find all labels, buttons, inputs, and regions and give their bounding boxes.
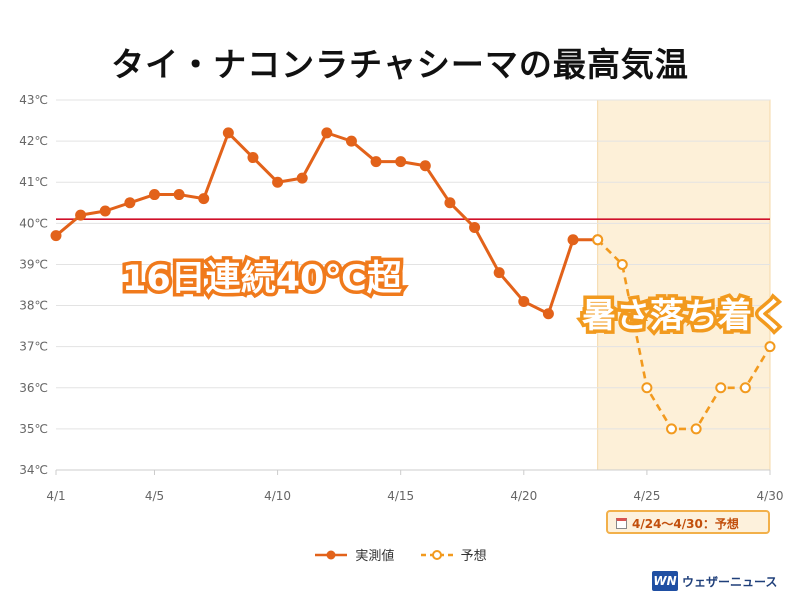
legend-marker-forecast: [420, 549, 453, 560]
legend-item-actual: 実測値: [313, 545, 394, 564]
logo-mark: WN: [652, 571, 678, 591]
data-point-actual: [444, 197, 456, 209]
legend-item-forecast: 予想: [419, 545, 487, 564]
data-point-actual: [419, 160, 431, 172]
y-tick-label: 37℃: [19, 340, 48, 354]
x-tick-label: 4/15: [387, 489, 414, 503]
x-tick-label: 4/1: [46, 489, 65, 503]
data-point-forecast: [690, 423, 702, 435]
data-point-actual: [222, 127, 234, 139]
forecast-period-badge: 4/24〜4/30：予想: [606, 510, 770, 534]
legend-marker-actual: [315, 550, 348, 559]
data-point-actual: [198, 193, 210, 205]
data-point-actual: [493, 267, 505, 279]
x-tick-label: 4/20: [510, 489, 537, 503]
data-point-forecast: [641, 382, 653, 394]
data-point-actual: [567, 234, 579, 246]
x-tick-label: 4/25: [633, 489, 660, 503]
y-tick-label: 39℃: [19, 257, 48, 271]
y-tick-label: 38℃: [19, 299, 48, 313]
y-tick-label: 43℃: [19, 93, 48, 107]
data-point-actual: [272, 176, 284, 188]
data-point-actual: [542, 308, 554, 320]
data-point-actual: [395, 156, 407, 168]
x-tick-label: 4/5: [145, 489, 164, 503]
y-tick-label: 36℃: [19, 381, 48, 395]
data-point-actual: [50, 230, 62, 242]
data-point-actual: [296, 172, 308, 184]
x-tick-label: 4/30: [757, 489, 784, 503]
data-point-actual: [518, 295, 530, 307]
data-point-actual: [124, 197, 136, 209]
legend-label-actual: 実測値: [355, 549, 395, 564]
logo-text: ウェザーニュース: [682, 574, 778, 589]
x-tick-label: 4/10: [264, 489, 291, 503]
data-point-actual: [75, 209, 87, 221]
data-point-forecast: [739, 382, 751, 394]
data-point-actual: [345, 135, 357, 147]
weathernews-logo: WN ウェザーニュース: [652, 568, 792, 594]
data-point-forecast: [616, 258, 628, 270]
data-point-actual: [247, 152, 259, 164]
data-point-actual: [321, 127, 333, 139]
data-point-forecast: [592, 234, 604, 246]
data-point-actual: [370, 156, 382, 168]
data-point-actual: [469, 221, 481, 233]
annotation-consecutive-days: 16日連続40℃超: [119, 256, 406, 303]
legend: 実測値 予想: [0, 545, 800, 565]
y-tick-label: 42℃: [19, 134, 48, 148]
data-point-forecast: [666, 423, 678, 435]
y-tick-label: 41℃: [19, 175, 48, 189]
data-point-actual: [148, 189, 160, 201]
legend-label-forecast: 予想: [460, 549, 487, 564]
chart-title: タイ・ナコンラチャシーマの最高気温: [111, 45, 689, 84]
data-point-actual: [173, 189, 185, 201]
data-point-forecast: [764, 341, 776, 353]
forecast-period-label: 4/24〜4/30：予想: [632, 517, 739, 531]
annotation-cooling: 暑さ落ち着く: [579, 293, 790, 340]
calendar-icon: [616, 518, 627, 529]
y-tick-label: 35℃: [19, 422, 48, 436]
forecast-band: [597, 99, 771, 471]
y-tick-label: 34℃: [19, 463, 48, 477]
data-point-actual: [99, 205, 111, 217]
y-tick-label: 40℃: [19, 216, 48, 230]
data-point-forecast: [715, 382, 727, 394]
